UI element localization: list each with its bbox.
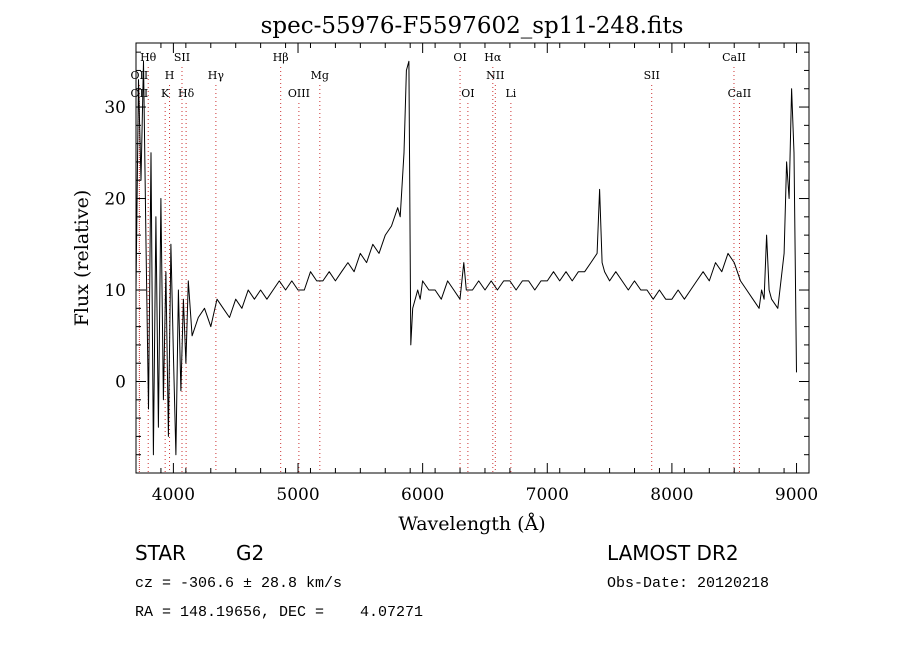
x-tick-label-4: 8000 xyxy=(650,485,693,505)
marker-label-5: K xyxy=(161,87,170,100)
marker-label-18: CaII xyxy=(728,87,752,100)
spectrum-line-0 xyxy=(135,60,797,456)
y-tick-label-0: 0 xyxy=(115,373,126,393)
x-axis-label: Wavelength (Å) xyxy=(398,513,545,535)
x-tick-label-1: 5000 xyxy=(276,485,319,505)
x-tick-label-0: 4000 xyxy=(152,485,195,505)
marker-label-12: OI xyxy=(461,87,474,100)
x-tick-label-5: 9000 xyxy=(775,485,818,505)
y-axis-label: Flux (relative) xyxy=(71,190,93,327)
marker-label-9: OIII xyxy=(288,87,310,100)
marker-label-15: Li xyxy=(505,87,516,100)
velocity-label: cz = -306.6 ± 28.8 km/s xyxy=(135,575,343,592)
marker-label-4: H xyxy=(165,69,175,82)
marker-label-7: Hγ xyxy=(208,69,225,82)
marker-label-11: OI xyxy=(453,51,466,64)
x-tick-label-3: 7000 xyxy=(526,485,569,505)
marker-label-17: CaII xyxy=(722,51,746,64)
survey-label: LAMOST DR2 xyxy=(607,541,739,565)
marker-label-0: Hθ xyxy=(140,51,157,64)
plot-series xyxy=(135,60,797,456)
marker-label-10: Mg xyxy=(311,69,329,82)
axis-ticks: 4000 5000 6000 7000 8000 9000 0 10 20 30 xyxy=(104,43,818,505)
x-tick-label-2: 6000 xyxy=(401,485,444,505)
marker-label-16: SII xyxy=(644,69,660,82)
marker-label-13: Hα xyxy=(484,51,502,64)
marker-label-3: SII xyxy=(174,51,190,64)
marker-label-14: NII xyxy=(486,69,504,82)
coordinates-label: RA = 148.19656, DEC = 4.07271 xyxy=(135,604,424,621)
marker-label-8: Hβ xyxy=(273,51,289,64)
y-tick-label-1: 10 xyxy=(104,281,126,301)
plot-frame xyxy=(135,42,810,474)
obs-date-label: Obs-Date: 20120218 xyxy=(607,575,770,592)
subclass-label: G2 xyxy=(236,541,265,565)
y-tick-label-2: 20 xyxy=(104,190,126,210)
chart-title: spec-55976-F5597602_sp11-248.fits xyxy=(261,13,684,39)
marker-label-6: Hδ xyxy=(178,87,195,100)
marker-label-1: OII xyxy=(131,69,149,82)
class-label: STAR xyxy=(135,541,186,565)
y-tick-label-3: 30 xyxy=(104,98,126,118)
